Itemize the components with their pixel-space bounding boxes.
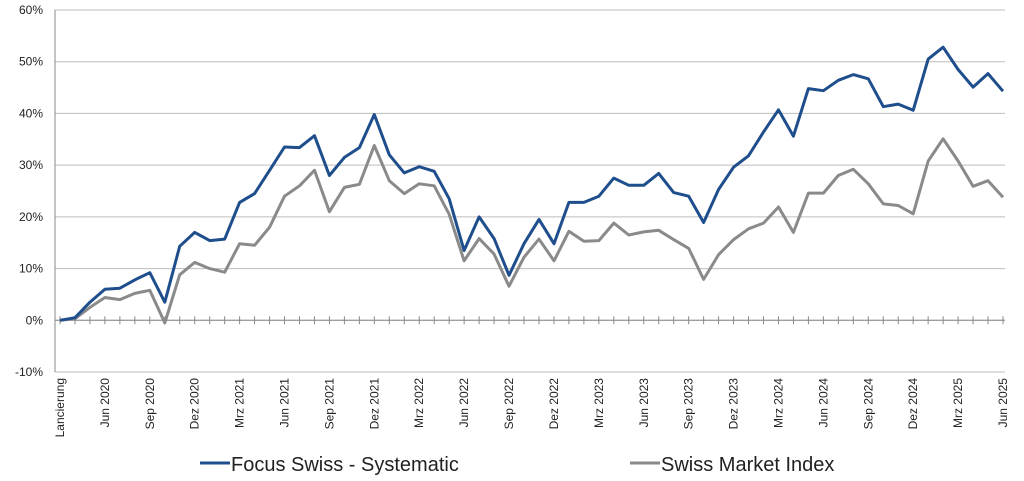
x-tick-label: Mrz 2021 [233, 378, 247, 428]
x-tick-label: Jun 2020 [98, 378, 112, 428]
x-tick-label: Sep 2021 [322, 378, 336, 430]
x-tick-label: Mrz 2025 [951, 378, 965, 428]
y-tick-label: -10% [15, 365, 43, 379]
x-tick-label: Dez 2021 [367, 378, 381, 430]
y-tick-label: 40% [19, 106, 43, 120]
x-tick-label: Jun 2022 [457, 378, 471, 428]
x-tick-label: Sep 2022 [502, 378, 516, 430]
x-tick-label: Mrz 2023 [592, 378, 606, 428]
x-tick-label: Dez 2023 [727, 378, 741, 430]
x-tick-label: Jun 2021 [278, 378, 292, 428]
x-tick-label: Dez 2024 [906, 378, 920, 430]
legend-label: Swiss Market Index [661, 454, 834, 476]
x-tick-label: Jun 2025 [996, 378, 1010, 428]
series-line [59, 45, 1005, 322]
x-tick-label: Lancierung [53, 378, 67, 437]
x-tick-label: Sep 2020 [143, 378, 157, 430]
y-tick-label: 10% [19, 262, 43, 276]
y-tick-label: 60% [19, 3, 43, 17]
y-tick-label: 30% [19, 158, 43, 172]
series-line [59, 137, 1005, 325]
x-tick-label: Jun 2024 [816, 378, 830, 428]
x-tick-label: Jun 2023 [637, 378, 651, 428]
y-tick-label: 50% [19, 55, 43, 69]
y-tick-label: 0% [26, 313, 44, 327]
legend: Focus Swiss - Systematic Swiss Market Ind… [200, 454, 834, 476]
x-tick-label: Sep 2024 [861, 378, 875, 430]
x-tick-label: Dez 2022 [547, 378, 561, 430]
x-tick-label: Dez 2020 [188, 378, 202, 430]
x-tick-label: Mrz 2022 [412, 378, 426, 428]
legend-label: Focus Swiss - Systematic [231, 454, 459, 476]
x-tick-label: Sep 2023 [682, 378, 696, 430]
y-tick-label: 20% [19, 210, 43, 224]
x-tick-label: Mrz 2024 [771, 378, 785, 428]
